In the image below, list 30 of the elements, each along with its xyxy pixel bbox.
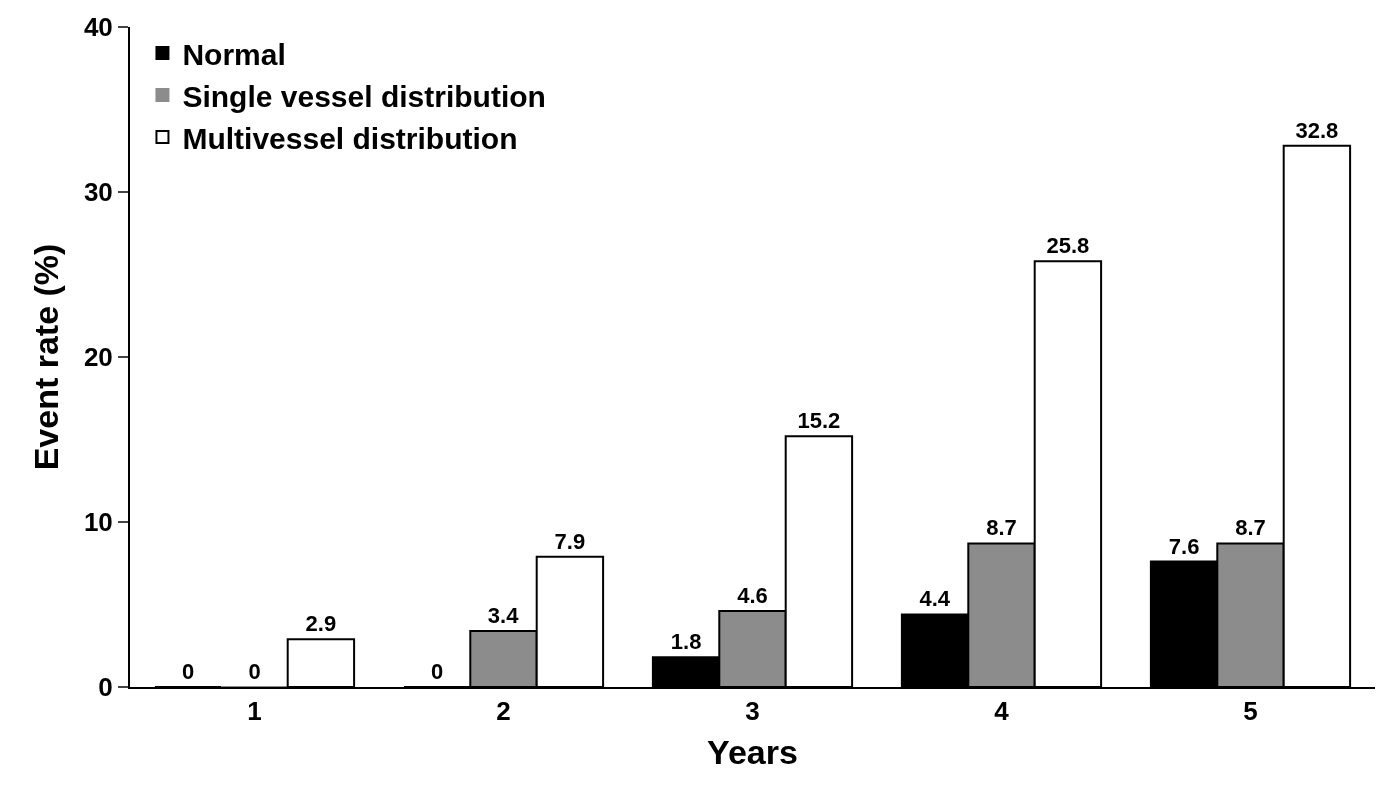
data-label: 32.8 [1295,117,1339,143]
data-label: 8.7 [986,515,1017,541]
data-label: 0 [248,659,261,684]
data-label: 1.8 [670,629,702,655]
data-label: 4.6 [737,583,768,609]
data-label: 15.2 [797,408,841,434]
y-tick-label: 20 [83,342,113,373]
data-label: 7.9 [554,528,586,554]
legend-label: Single vessel distribution [182,79,546,113]
data-label: 25.8 [1046,233,1090,259]
legend-label: Multivessel distribution [182,121,518,155]
data-label: 8.7 [1235,515,1266,541]
y-tick-label: 40 [83,12,113,43]
y-axis-title: Event rate (%) [26,243,65,471]
data-label: 7.6 [1168,533,1200,559]
data-label: 4.4 [919,586,951,612]
y-tick-label: 30 [83,177,113,208]
x-tick-label: 1 [247,696,262,727]
y-tick-label: 0 [98,672,113,703]
x-tick-label: 5 [1243,696,1258,727]
data-label: 0 [430,659,444,684]
data-label: 3.4 [487,602,520,628]
x-axis-title: Years [707,733,798,771]
x-tick-label: 4 [994,696,1010,727]
y-tick-label: 10 [83,507,113,538]
data-label: 0 [181,659,195,684]
x-tick-label: 3 [745,696,760,727]
x-tick-label: 2 [496,696,511,727]
data-label: 2.9 [305,611,337,637]
legend-label: Normal [182,37,286,71]
